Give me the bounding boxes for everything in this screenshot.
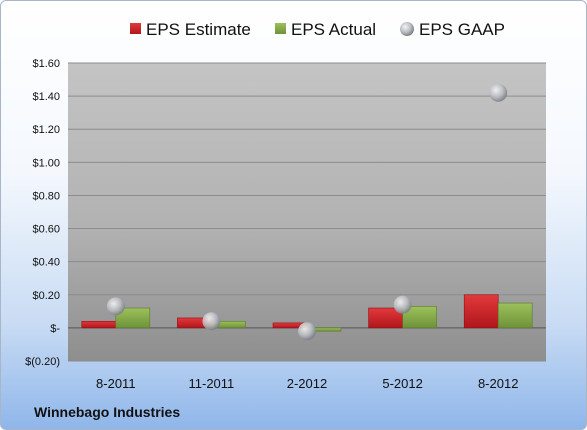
y-tick-label: $1.60 — [32, 58, 60, 70]
gaap-points — [106, 83, 508, 341]
legend: EPS Estimate EPS Actual EPS GAAP — [130, 20, 505, 39]
x-tick-label: 5-2012 — [382, 376, 422, 391]
legend-swatch-gaap — [400, 22, 414, 36]
y-tick-label: $0.60 — [32, 224, 60, 236]
legend-item-eps-gaap: EPS GAAP — [400, 20, 505, 39]
x-tick-label: 8-2012 — [478, 376, 518, 391]
legend-item-eps-actual: EPS Actual — [275, 20, 376, 39]
point-eps-gaap — [202, 312, 221, 331]
legend-swatch-estimate — [130, 23, 141, 34]
point-eps-gaap — [393, 295, 412, 314]
y-tick-label: $1.00 — [32, 157, 60, 169]
x-tick-label: 11-2011 — [189, 376, 235, 391]
x-tick-label: 2-2012 — [287, 376, 327, 391]
y-axis-ticks: $(0.20) $- $0.20 $0.40 $0.60 $0.80 $1.00 $1.20 $… — [25, 58, 60, 368]
y-tick-label: $0.40 — [32, 257, 60, 269]
bar-eps-estimate — [81, 320, 117, 329]
bar-eps-actual — [497, 302, 533, 329]
x-tick-label: 8-2011 — [96, 376, 136, 391]
y-tick-label: $(0.20) — [25, 356, 60, 368]
y-tick-label: $0.20 — [32, 290, 60, 302]
legend-label-actual: EPS Actual — [291, 20, 376, 39]
y-tick-label: $- — [50, 323, 60, 335]
point-eps-gaap — [106, 297, 125, 316]
bar-eps-actual — [402, 306, 437, 329]
x-axis-ticks: 8-2011 11-2011 2-2012 5-2012 8-2012 — [96, 376, 518, 391]
bar-eps-estimate — [463, 294, 499, 329]
y-tick-label: $0.80 — [32, 190, 60, 202]
point-eps-gaap — [489, 83, 508, 102]
point-eps-gaap — [298, 322, 316, 341]
legend-swatch-actual — [275, 23, 286, 34]
company-name: Winnebago Industries — [34, 404, 180, 420]
bar-eps-actual — [115, 307, 151, 329]
bar-series — [81, 294, 533, 332]
y-tick-label: $1.40 — [32, 91, 60, 103]
legend-item-eps-estimate: EPS Estimate — [130, 20, 251, 39]
legend-label-gaap: EPS GAAP — [419, 20, 505, 39]
y-tick-label: $1.20 — [32, 124, 60, 136]
legend-label-estimate: EPS Estimate — [146, 20, 251, 39]
